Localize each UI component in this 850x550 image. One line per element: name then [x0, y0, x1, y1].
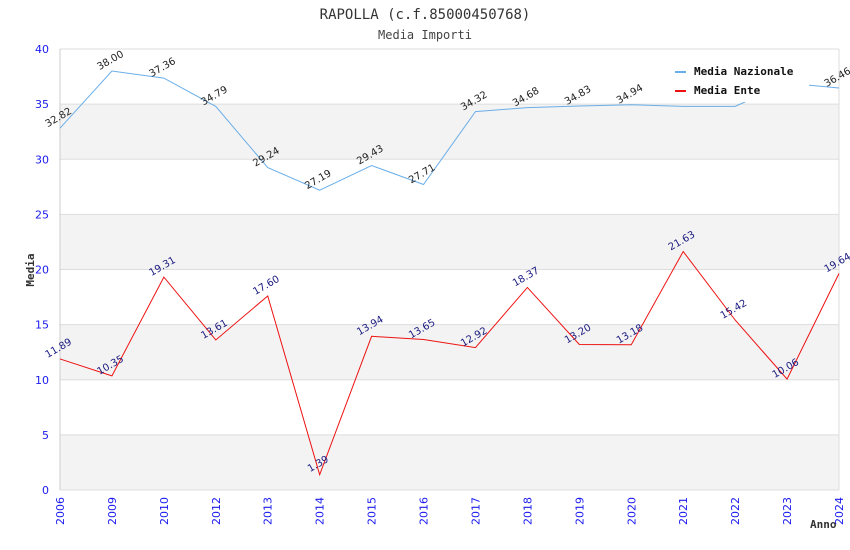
- y-tick-label: 15: [35, 319, 49, 332]
- plot-band: [60, 214, 839, 270]
- series-line-media-nazionale: [59, 70, 840, 191]
- y-axis-label: Media: [24, 253, 37, 286]
- legend-swatch-media-ente: [675, 90, 686, 92]
- y-tick-label: 20: [35, 264, 49, 277]
- y-tick-label: 30: [35, 153, 49, 166]
- series-lines: [59, 70, 840, 477]
- x-tick-label: 2018: [521, 497, 534, 525]
- x-tick-label: 2006: [54, 497, 67, 525]
- plot-band: [60, 104, 839, 160]
- x-tick-label: 2009: [106, 497, 119, 525]
- x-tick-label: 2017: [469, 497, 482, 525]
- y-tick-label: 35: [35, 98, 49, 111]
- legend-label-media-nazionale: Media Nazionale: [694, 65, 794, 78]
- legend-label-media-ente: Media Ente: [694, 84, 761, 97]
- y-tick-label: 40: [35, 43, 49, 56]
- legend: Media Nazionale Media Ente: [670, 60, 809, 102]
- plot-band: [60, 379, 839, 435]
- legend-swatch-media-nazionale: [675, 71, 686, 73]
- plot-band: [60, 159, 839, 215]
- x-tick-labels: 2006 2009 2010 2012 2013 2014 2015 2016 2017 2018…: [54, 497, 846, 525]
- x-tick-label: 2014: [314, 497, 327, 525]
- y-tick-label: 0: [42, 484, 49, 497]
- x-tick-label: 2020: [625, 497, 638, 525]
- x-axis-label: Anno: [810, 518, 837, 531]
- x-tick-label: 2016: [418, 497, 431, 525]
- plot-band: [60, 269, 839, 325]
- chart-subtitle: Media Importi: [378, 28, 472, 42]
- x-tick-label: 2021: [677, 497, 690, 525]
- plot-background-bands: [60, 49, 839, 490]
- x-tick-label: 2024: [833, 497, 846, 525]
- y-tick-label: 5: [42, 429, 49, 442]
- x-tick-label: 2013: [262, 497, 275, 525]
- gridlines: [60, 48, 839, 491]
- x-tick-label: 2022: [729, 497, 742, 525]
- plot-band: [60, 434, 839, 490]
- plot-band: [60, 324, 839, 380]
- legend-box: [670, 60, 809, 102]
- chart-title: RAPOLLA (c.f.85000450768): [320, 7, 531, 23]
- x-tick-label: 2023: [781, 497, 794, 525]
- x-tick-label: 2012: [210, 497, 223, 525]
- x-tick-label: 2010: [158, 497, 171, 525]
- y-tick-labels: 0 5 10 15 20 25 30 35 40: [35, 43, 49, 497]
- x-tick-label: 2019: [573, 497, 586, 525]
- series-line-media-ente: [59, 250, 840, 477]
- y-tick-label: 10: [35, 374, 49, 387]
- x-tick-label: 2015: [366, 497, 379, 525]
- y-tick-label: 25: [35, 208, 49, 221]
